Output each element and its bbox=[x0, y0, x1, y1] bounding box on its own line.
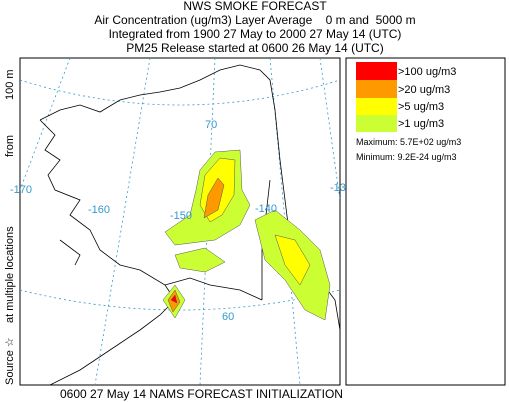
side-label-part: Source ☆ bbox=[4, 337, 16, 385]
subtitle: Air Concentration (ug/m3) Layer Average … bbox=[94, 13, 415, 27]
graticule-label: -160 bbox=[88, 204, 110, 216]
legend-label: >20 ug/m3 bbox=[398, 84, 450, 96]
graticule-label: -140 bbox=[255, 203, 277, 215]
map: 70 -170 -160 -150 -140 -130 60 bbox=[10, 57, 352, 386]
legend-label: >5 ug/m3 bbox=[398, 101, 444, 113]
side-label-part: at multiple locations bbox=[4, 226, 16, 323]
legend: >100 ug/m3 >20 ug/m3 >5 ug/m3 >1 ug/m3 M… bbox=[345, 57, 506, 386]
title: NWS SMOKE FORECAST bbox=[183, 0, 327, 13]
graticule-label: -170 bbox=[10, 184, 32, 196]
legend-label: >100 ug/m3 bbox=[398, 66, 456, 78]
legend-swatch bbox=[356, 62, 397, 80]
legend-swatch bbox=[356, 98, 397, 115]
minimum: Minimum: 9.2E-24 ug/m3 bbox=[356, 152, 457, 162]
graticule-label: 60 bbox=[222, 311, 234, 323]
subtitle: PM25 Release started at 0600 26 May 14 (… bbox=[126, 41, 383, 55]
side-label-part: 100 m bbox=[4, 69, 16, 100]
maximum: Maximum: 5.7E+02 ug/m3 bbox=[356, 137, 461, 147]
graticule-label: 70 bbox=[205, 119, 217, 131]
coastline bbox=[39, 64, 340, 385]
side-label-part: from bbox=[4, 135, 16, 157]
subtitle: Integrated from 1900 27 May to 2000 27 M… bbox=[109, 27, 402, 41]
smoke bbox=[162, 149, 331, 321]
graticule-label: -150 bbox=[170, 210, 192, 222]
side-label: Source ☆ at multiple locations from 100 … bbox=[4, 69, 16, 385]
legend-swatch bbox=[356, 115, 397, 132]
legend-swatch bbox=[356, 80, 397, 98]
legend-label: >1 ug/m3 bbox=[398, 118, 444, 130]
footer: 0600 27 May 14 NAMS FORECAST INITIALIZAT… bbox=[60, 387, 343, 401]
